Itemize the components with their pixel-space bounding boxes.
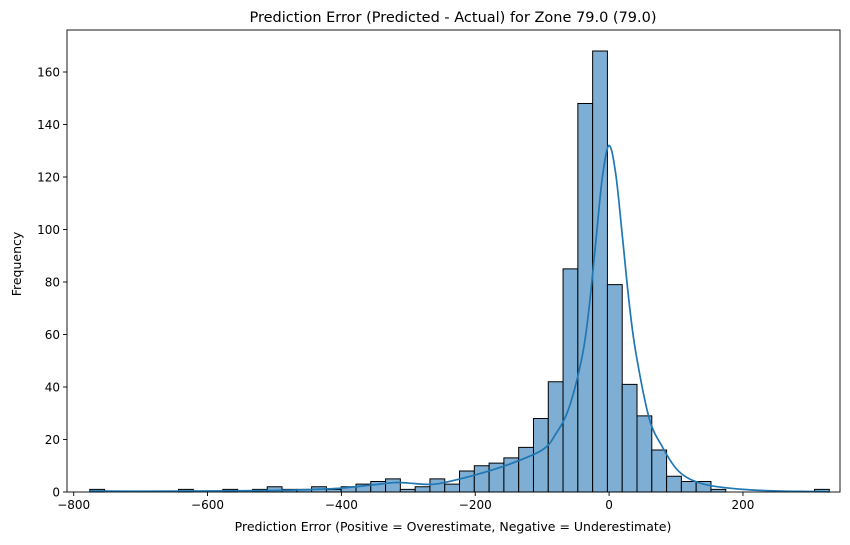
x-tick-label: −800 <box>57 498 90 512</box>
x-tick-label: −400 <box>325 498 358 512</box>
x-axis-label: Prediction Error (Positive = Overestimat… <box>235 519 672 534</box>
plot-area-frame <box>66 29 841 493</box>
histogram-bar <box>606 284 623 493</box>
y-axis: 0 20 40 60 80 100 120 140 160 <box>37 66 67 500</box>
x-tick-label: −600 <box>191 498 224 512</box>
x-tick-label: 200 <box>732 498 755 512</box>
histogram-bar <box>666 475 682 493</box>
y-tick-label: 20 <box>45 433 60 447</box>
y-tick-label: 120 <box>37 171 60 185</box>
y-tick-label: 160 <box>37 66 60 80</box>
histogram-bar <box>547 381 564 493</box>
y-tick-label: 80 <box>45 276 60 290</box>
histogram-bar <box>385 478 401 493</box>
x-axis: −800 −600 −400 −200 0 200 <box>57 492 754 512</box>
histogram-bar <box>429 478 446 493</box>
kde-curve <box>89 144 830 493</box>
histogram-bar <box>592 50 608 493</box>
histogram-bar <box>532 418 549 493</box>
histogram-bar <box>621 383 638 493</box>
histogram-bar <box>473 465 490 493</box>
histogram-bars <box>89 50 830 493</box>
y-tick-label: 140 <box>37 118 60 132</box>
chart-title: Prediction Error (Predicted - Actual) fo… <box>249 10 656 26</box>
y-tick-label: 60 <box>45 328 60 342</box>
histogram-bar <box>651 449 668 493</box>
x-tick-label: 0 <box>605 498 613 512</box>
y-tick-label: 0 <box>52 486 60 500</box>
y-tick-label: 40 <box>45 381 60 395</box>
y-tick-label: 100 <box>37 223 60 237</box>
histogram-bar <box>518 446 534 493</box>
histogram-bar <box>680 481 697 493</box>
histogram-bar <box>459 470 475 493</box>
y-axis-label: Frequency <box>9 231 24 296</box>
histogram-bar <box>562 268 579 493</box>
histogram-bar <box>636 415 653 493</box>
histogram-bar <box>444 483 461 493</box>
x-tick-label: −200 <box>459 498 492 512</box>
histogram-bar <box>414 486 431 493</box>
